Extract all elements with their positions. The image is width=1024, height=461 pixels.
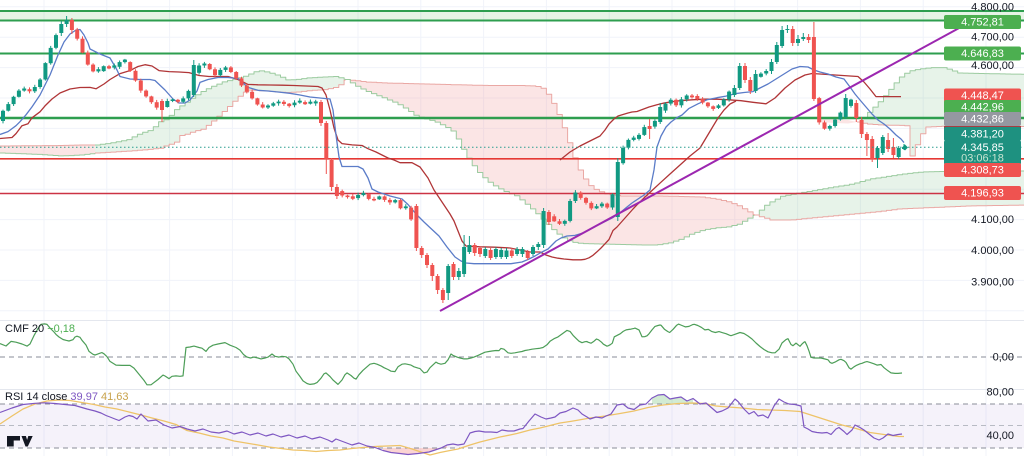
svg-text:4.646,83: 4.646,83 <box>961 48 1004 60</box>
svg-text:4.448,47: 4.448,47 <box>961 90 1004 102</box>
svg-text:4.381,20: 4.381,20 <box>961 129 1004 141</box>
svg-text:4.308,73: 4.308,73 <box>961 165 1004 177</box>
svg-text:4.432,86: 4.432,86 <box>961 114 1004 126</box>
svg-text:4.000,00: 4.000,00 <box>971 245 1014 257</box>
svg-text:4.800,00: 4.800,00 <box>971 2 1014 14</box>
svg-text:4.442,96: 4.442,96 <box>961 102 1004 114</box>
svg-text:4.700,00: 4.700,00 <box>971 32 1014 44</box>
svg-text:0,00: 0,00 <box>993 352 1014 364</box>
svg-text:4.600,00: 4.600,00 <box>971 60 1014 72</box>
svg-text:4.100,00: 4.100,00 <box>971 214 1014 226</box>
svg-text:RSI 14 close 39,97 41,63: RSI 14 close 39,97 41,63 <box>5 391 129 403</box>
svg-text:CMF 20 −0,18: CMF 20 −0,18 <box>5 323 75 335</box>
svg-text:80,00: 80,00 <box>986 387 1014 399</box>
svg-text:4.752,81: 4.752,81 <box>961 17 1004 29</box>
svg-text:4.196,93: 4.196,93 <box>961 188 1004 200</box>
svg-text:03:06:18: 03:06:18 <box>961 153 1004 165</box>
svg-text:4.345,85: 4.345,85 <box>961 142 1004 154</box>
svg-text:3.900,00: 3.900,00 <box>971 277 1014 289</box>
svg-text:40,00: 40,00 <box>986 430 1014 442</box>
